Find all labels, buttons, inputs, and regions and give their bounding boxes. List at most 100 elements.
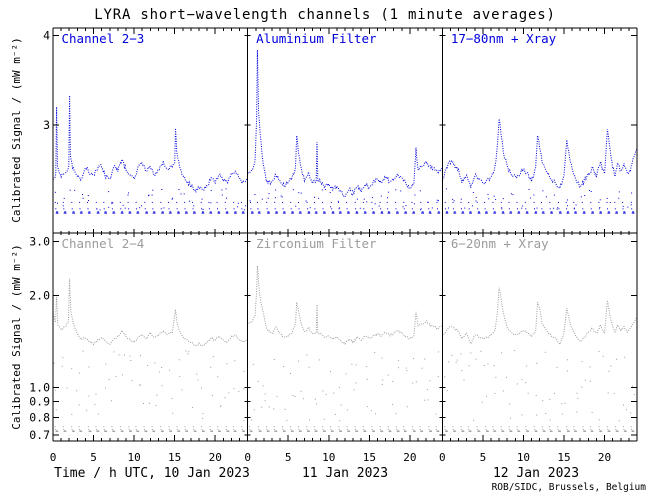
dot <box>493 212 495 214</box>
dot <box>461 211 463 213</box>
dot <box>103 429 105 431</box>
dot <box>128 429 130 431</box>
dot <box>300 212 302 214</box>
dot <box>478 211 480 213</box>
dot <box>292 395 294 396</box>
dot <box>607 212 609 214</box>
dot <box>168 201 169 203</box>
dot <box>243 388 245 390</box>
dot <box>225 426 227 428</box>
dot <box>313 426 315 428</box>
dot <box>387 374 389 376</box>
dot <box>598 208 600 210</box>
dot <box>307 208 309 210</box>
dropout-dots <box>54 188 247 214</box>
dot <box>623 429 625 431</box>
dot <box>355 364 357 366</box>
dot <box>148 402 150 404</box>
dot <box>353 389 355 391</box>
dot <box>381 383 383 385</box>
dot <box>339 207 341 209</box>
dot <box>96 212 98 214</box>
dot <box>57 430 59 432</box>
dot <box>485 212 487 214</box>
dot <box>481 401 483 403</box>
dot <box>324 212 326 214</box>
dot <box>74 212 75 214</box>
dot <box>479 212 481 214</box>
dot <box>97 211 99 213</box>
dot <box>276 430 278 432</box>
dot <box>203 430 205 432</box>
dot <box>53 362 55 364</box>
dot <box>430 211 431 213</box>
dot <box>152 208 154 210</box>
dot <box>533 201 535 203</box>
dot <box>299 211 301 213</box>
dot <box>378 205 380 207</box>
dropout-dots <box>249 189 441 214</box>
dot <box>581 361 583 363</box>
dot <box>550 212 552 214</box>
dot <box>227 211 228 213</box>
dot <box>73 212 75 214</box>
dot <box>209 429 211 431</box>
dot <box>431 430 432 432</box>
dot <box>601 212 602 214</box>
dot <box>111 426 113 428</box>
dot <box>525 426 527 428</box>
dot <box>517 211 519 213</box>
dot <box>423 212 424 214</box>
dot <box>79 212 81 214</box>
dot <box>371 208 373 210</box>
dot <box>573 429 575 431</box>
series-dots <box>441 118 637 189</box>
dot <box>446 430 448 432</box>
dot <box>95 393 97 395</box>
dot <box>347 212 348 214</box>
dot <box>163 207 165 209</box>
dot <box>146 430 148 432</box>
dot <box>76 390 78 392</box>
x-tick-label: 20 <box>403 451 416 464</box>
dot <box>553 392 555 394</box>
dot <box>501 207 503 209</box>
dot <box>406 212 407 214</box>
dot <box>382 379 384 381</box>
dot <box>510 211 512 213</box>
dot <box>298 429 300 431</box>
dot <box>452 198 454 200</box>
dot <box>186 211 188 213</box>
dot <box>309 207 311 209</box>
dot <box>338 426 340 428</box>
dot <box>185 350 187 352</box>
dot <box>607 392 609 394</box>
dot <box>478 211 480 213</box>
dot <box>274 201 276 203</box>
dot <box>397 211 399 213</box>
dot <box>65 211 67 213</box>
dot <box>260 430 262 432</box>
dot <box>347 212 349 214</box>
dot <box>154 211 156 213</box>
dot <box>485 429 487 431</box>
panel-label-channel-2-3: Channel 2−3 <box>62 31 145 46</box>
dot <box>185 212 186 214</box>
dot <box>184 429 186 431</box>
dot <box>424 399 426 401</box>
dot <box>151 201 153 203</box>
dot <box>414 194 416 196</box>
dot <box>228 392 230 394</box>
dot <box>340 404 342 406</box>
dot <box>446 390 448 391</box>
dot <box>492 426 494 428</box>
dot <box>437 208 438 210</box>
dot <box>88 366 90 368</box>
dot <box>455 430 457 432</box>
dot <box>452 201 454 203</box>
dot <box>542 400 544 402</box>
dot <box>487 193 489 195</box>
dot <box>111 429 113 431</box>
dot <box>373 212 375 214</box>
dot <box>234 212 235 214</box>
